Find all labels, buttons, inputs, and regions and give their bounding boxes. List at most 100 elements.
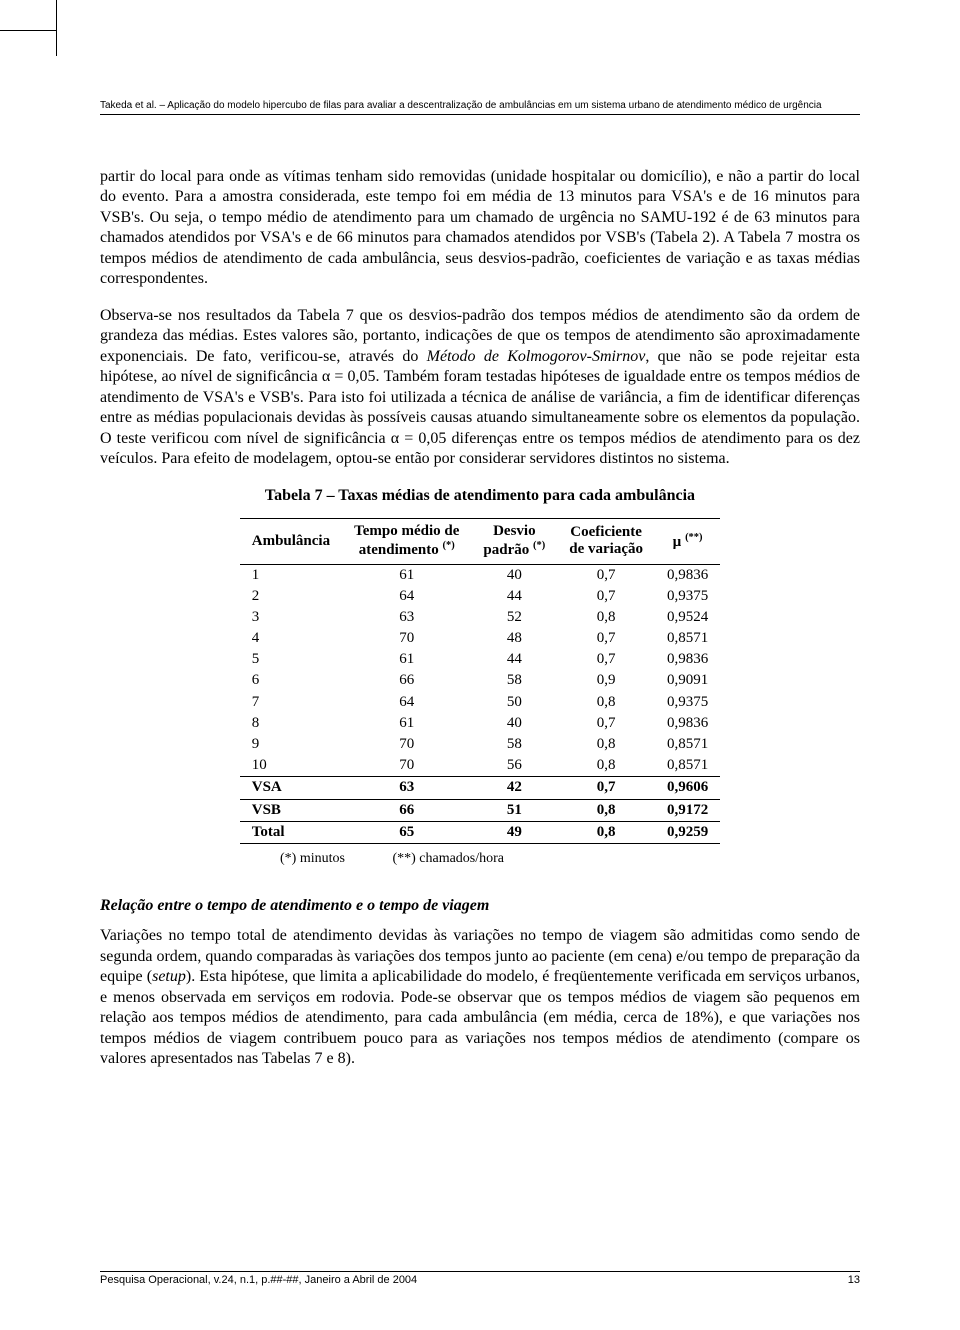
table-cell: 2 <box>240 586 342 607</box>
table-cell: 61 <box>342 649 471 670</box>
table-row: 161400,70,9836 <box>240 564 720 586</box>
table-row: 666580,90,9091 <box>240 670 720 691</box>
table-cell: 58 <box>471 670 557 691</box>
table-cell: 0,8 <box>557 799 655 821</box>
table-cell: 0,8 <box>557 607 655 628</box>
table-row: 1070560,80,8571 <box>240 755 720 777</box>
table-cell: 3 <box>240 607 342 628</box>
table-cell: 56 <box>471 755 557 777</box>
footnote-star: (*) minutos <box>280 850 345 868</box>
col-tempo-medio: Tempo médio de atendimento (*) <box>342 519 471 565</box>
table-row: 970580,80,8571 <box>240 734 720 755</box>
p3-text-b: ). Esta hipótese, que limita a aplicabil… <box>100 968 860 1067</box>
table-cell: 58 <box>471 734 557 755</box>
table-header-row: Ambulância Tempo médio de atendimento (*… <box>240 519 720 565</box>
table-cell: 0,7 <box>557 628 655 649</box>
table-row: 561440,70,9836 <box>240 649 720 670</box>
table-cell: 61 <box>342 713 471 734</box>
table-cell: 40 <box>471 713 557 734</box>
table-cell: 51 <box>471 799 557 821</box>
table-cell: 0,9375 <box>655 586 720 607</box>
paragraph-2: Observa-se nos resultados da Tabela 7 qu… <box>100 306 860 470</box>
table-summary-row: Total65490,80,9259 <box>240 821 720 843</box>
table-row: 764500,80,9375 <box>240 692 720 713</box>
table-cell: 0,8571 <box>655 628 720 649</box>
footer-journal-info: Pesquisa Operacional, v.24, n.1, p.##-##… <box>100 1274 417 1286</box>
table-cell: 10 <box>240 755 342 777</box>
table-cell: 66 <box>342 799 471 821</box>
col-ambulancia: Ambulância <box>240 519 342 565</box>
table-cell: 66 <box>342 670 471 691</box>
col-mu: µ (**) <box>655 519 720 565</box>
table-cell: 70 <box>342 734 471 755</box>
table-cell: VSB <box>240 799 342 821</box>
setup-term: setup <box>152 968 186 985</box>
table-cell: 44 <box>471 649 557 670</box>
table-cell: 65 <box>342 821 471 843</box>
table-cell: 0,8571 <box>655 755 720 777</box>
table-cell: 70 <box>342 628 471 649</box>
table-7-title: Tabela 7 – Taxas médias de atendimento p… <box>100 486 860 506</box>
table-cell: 0,7 <box>557 586 655 607</box>
table-cell: 0,7 <box>557 777 655 799</box>
table-cell: 4 <box>240 628 342 649</box>
table-cell: 50 <box>471 692 557 713</box>
table-cell: 0,7 <box>557 564 655 586</box>
table-cell: 40 <box>471 564 557 586</box>
table-cell: 63 <box>342 777 471 799</box>
table-cell: 0,8571 <box>655 734 720 755</box>
table-cell: 44 <box>471 586 557 607</box>
table-cell: 0,7 <box>557 649 655 670</box>
table-cell: 42 <box>471 777 557 799</box>
page-number: 13 <box>848 1274 860 1286</box>
table-cell: 0,9836 <box>655 649 720 670</box>
table-cell: 0,9375 <box>655 692 720 713</box>
p2-text-b: , que não se pode rejeitar esta hipótese… <box>100 348 860 467</box>
table-cell: 0,9524 <box>655 607 720 628</box>
table-cell: 64 <box>342 586 471 607</box>
table-cell: 0,8 <box>557 755 655 777</box>
table-row: 861400,70,9836 <box>240 713 720 734</box>
col-desvio-padrao: Desvio padrão (*) <box>471 519 557 565</box>
table-cell: 52 <box>471 607 557 628</box>
table-cell: 0,9836 <box>655 713 720 734</box>
table-cell: 0,8 <box>557 692 655 713</box>
table-cell: 63 <box>342 607 471 628</box>
table-cell: 0,9606 <box>655 777 720 799</box>
table-cell: 0,9091 <box>655 670 720 691</box>
table-cell: Total <box>240 821 342 843</box>
section-heading: Relação entre o tempo de atendimento e o… <box>100 896 860 916</box>
table-cell: 0,7 <box>557 713 655 734</box>
method-name: Método de Kolmogorov-Smirnov <box>427 348 646 365</box>
running-head-text: Takeda et al. – Aplicação do modelo hipe… <box>100 100 860 112</box>
table-cell: 61 <box>342 564 471 586</box>
running-header: Takeda et al. – Aplicação do modelo hipe… <box>100 60 860 115</box>
table-cell: 64 <box>342 692 471 713</box>
col-coef-variacao: Coeficiente de variação <box>557 519 655 565</box>
table-row: 264440,70,9375 <box>240 586 720 607</box>
paragraph-3: Variações no tempo total de atendimento … <box>100 926 860 1069</box>
table-cell: 6 <box>240 670 342 691</box>
table-cell: 0,9836 <box>655 564 720 586</box>
table-cell: 0,9259 <box>655 821 720 843</box>
table-cell: 9 <box>240 734 342 755</box>
table-cell: 70 <box>342 755 471 777</box>
table-summary-row: VSA63420,70,9606 <box>240 777 720 799</box>
table-7: Ambulância Tempo médio de atendimento (*… <box>240 518 720 844</box>
table-cell: 0,9 <box>557 670 655 691</box>
table-cell: 48 <box>471 628 557 649</box>
table-row: 363520,80,9524 <box>240 607 720 628</box>
table-cell: 7 <box>240 692 342 713</box>
table-row: 470480,70,8571 <box>240 628 720 649</box>
page-content: partir do local para onde as vítimas ten… <box>100 115 860 1070</box>
table-cell: 0,9172 <box>655 799 720 821</box>
page-footer: Pesquisa Operacional, v.24, n.1, p.##-##… <box>100 1271 860 1286</box>
table-summary-row: VSB66510,80,9172 <box>240 799 720 821</box>
paragraph-1: partir do local para onde as vítimas ten… <box>100 167 860 290</box>
table-cell: 5 <box>240 649 342 670</box>
table-cell: 49 <box>471 821 557 843</box>
table-7-footnotes: (*) minutos (**) chamados/hora <box>280 850 860 868</box>
table-cell: 8 <box>240 713 342 734</box>
table-cell: 0,8 <box>557 734 655 755</box>
footnote-dstar: (**) chamados/hora <box>392 850 504 868</box>
